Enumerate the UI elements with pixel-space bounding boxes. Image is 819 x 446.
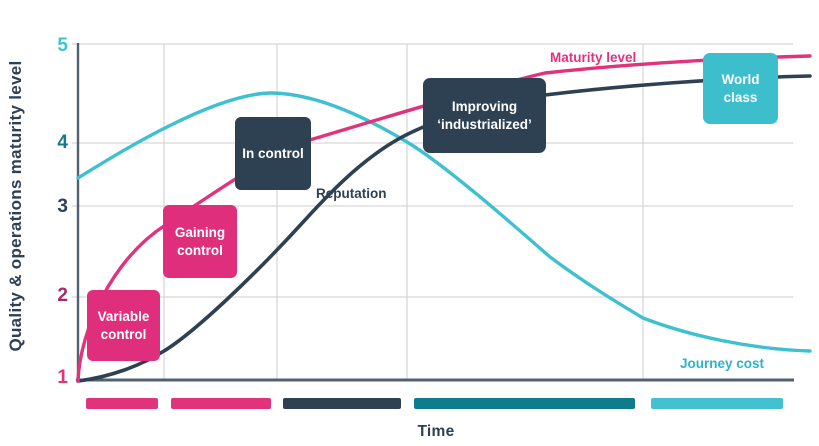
maturity-level-label: Maturity level	[550, 50, 637, 65]
y-tick-5: 5	[57, 35, 68, 56]
phase-bar-segment-3	[283, 398, 401, 409]
stage-box-gaining-control: Gaining control	[163, 205, 237, 278]
y-tick-4: 4	[57, 132, 68, 153]
phase-bar-segment-5	[651, 398, 783, 409]
phase-bar-segment-1	[86, 398, 158, 409]
maturity-level-curve	[76, 54, 812, 383]
y-tick-3: 3	[57, 196, 68, 217]
reputation-label: Reputation	[316, 186, 387, 201]
stage-box-variable-control: Variable control	[87, 290, 160, 361]
y-tick-1: 1	[57, 367, 68, 388]
phase-bar-segment-2	[171, 398, 271, 409]
phase-bar-segment-4	[414, 398, 635, 409]
y-tick-2: 2	[57, 285, 68, 306]
x-axis-title: Time	[417, 423, 455, 440]
stage-box-in-control: In control	[235, 117, 311, 190]
stage-box-improving-industrialized: Improving ‘industrialized’	[423, 78, 546, 153]
y-axis-title: Quality & operations maturity level	[6, 60, 25, 352]
reputation-curve	[76, 74, 812, 383]
stage-box-world-class: World class	[703, 53, 778, 124]
journey-cost-curve	[76, 91, 812, 353]
journey-cost-label: Journey cost	[680, 356, 765, 371]
